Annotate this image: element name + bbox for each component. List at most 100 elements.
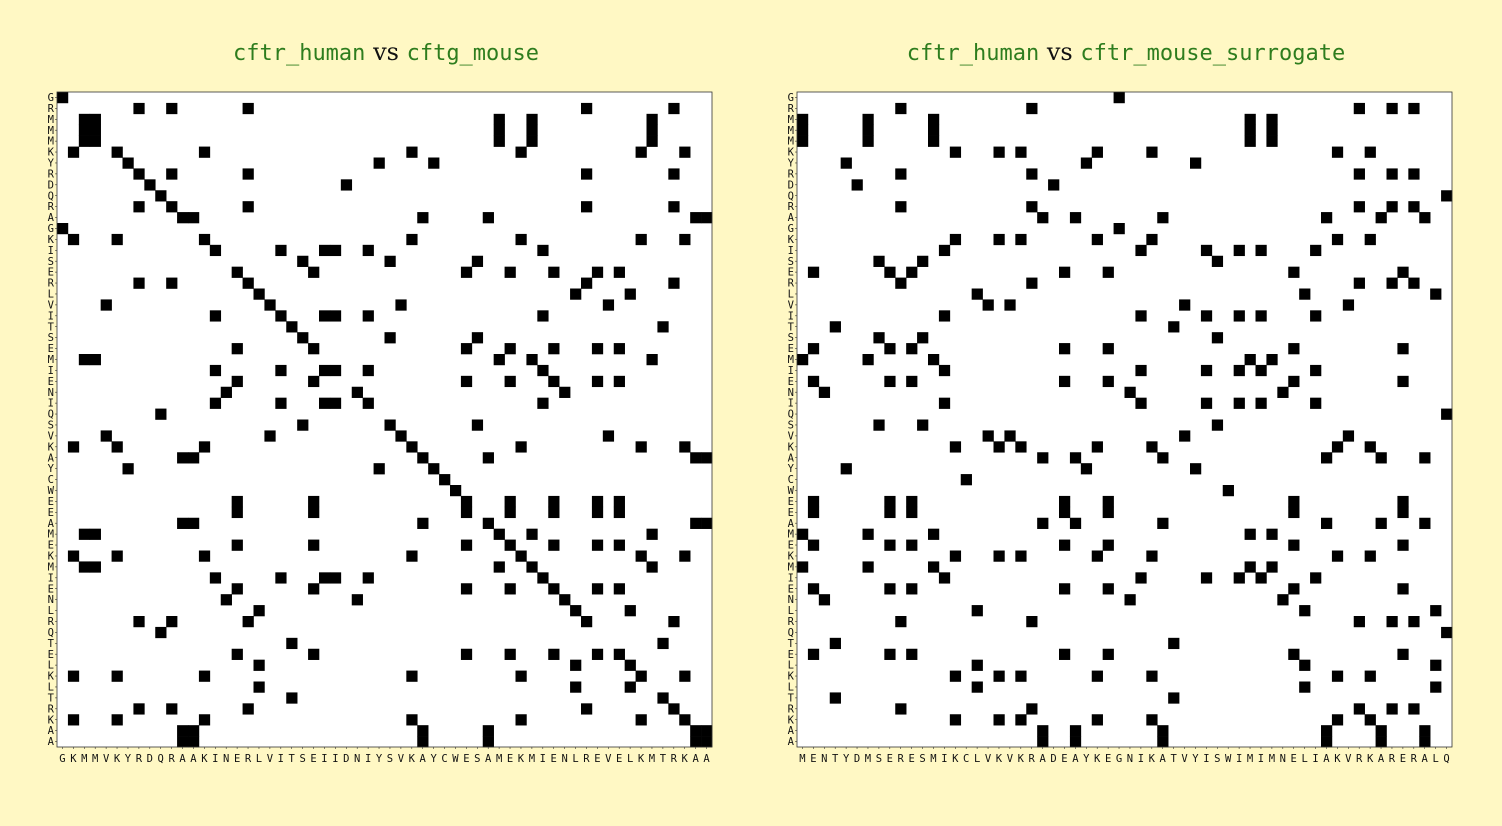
- y-tick-label: N: [48, 594, 54, 606]
- match-cell: [917, 255, 929, 267]
- match-cell: [797, 354, 809, 366]
- title-seq-b: cftg_mouse: [406, 41, 540, 66]
- match-cell: [1211, 419, 1224, 431]
- match-cell: [111, 146, 123, 158]
- match-cell: [286, 321, 298, 333]
- match-cell: [362, 364, 374, 377]
- match-cell: [275, 244, 287, 257]
- match-cell: [1244, 135, 1256, 147]
- match-cell: [862, 354, 874, 366]
- match-cell: [646, 135, 658, 147]
- match-cell: [1331, 233, 1344, 246]
- plot-frame: [796, 91, 1453, 748]
- match-cell: [57, 92, 69, 104]
- match-cell: [1397, 343, 1409, 355]
- match-cell: [993, 441, 1005, 453]
- match-cell: [1353, 277, 1365, 289]
- match-cell: [198, 146, 211, 158]
- chart-title-right: cftr_human vs cftr_mouse_surrogate: [800, 38, 1452, 68]
- match-cell: [526, 561, 538, 573]
- title-seq-b: cftr_mouse_surrogate: [1080, 41, 1346, 66]
- x-tick-label: E: [1291, 753, 1297, 765]
- match-cell: [646, 561, 658, 573]
- x-tick-label: R: [1029, 753, 1036, 765]
- match-cell: [1430, 659, 1442, 671]
- y-tick-label: N: [788, 594, 794, 606]
- y-tick-label: K: [788, 234, 795, 246]
- match-cell: [591, 495, 604, 508]
- match-cell: [362, 310, 374, 322]
- match-cell: [1091, 441, 1103, 453]
- match-cell: [1069, 736, 1082, 748]
- match-cell: [1342, 299, 1355, 311]
- y-tick-label: E: [788, 540, 794, 552]
- match-cell: [67, 233, 80, 246]
- match-cell: [198, 550, 211, 562]
- x-tick-label: L: [1301, 753, 1307, 765]
- match-cell: [840, 157, 852, 169]
- match-cell: [591, 539, 604, 551]
- match-cell: [1157, 452, 1169, 464]
- y-tick-label: K: [788, 714, 795, 726]
- y-tick-label: M: [788, 529, 794, 541]
- match-cell: [242, 102, 254, 115]
- match-cell: [1255, 244, 1267, 257]
- y-tick-label: T: [788, 692, 795, 704]
- match-cell: [581, 201, 593, 213]
- y-tick-label: Q: [788, 190, 794, 202]
- match-cell: [515, 670, 527, 682]
- match-cell: [884, 266, 896, 278]
- match-cell: [209, 310, 222, 322]
- x-tick-label: R: [583, 753, 590, 765]
- match-cell: [1069, 452, 1082, 464]
- match-cell: [1244, 561, 1256, 573]
- match-cell: [797, 528, 809, 540]
- match-cell: [895, 277, 907, 289]
- match-cell: [906, 539, 918, 551]
- match-cell: [1091, 146, 1103, 158]
- match-cell: [1321, 736, 1333, 748]
- x-tick-label: V: [398, 753, 405, 765]
- match-cell: [1146, 233, 1158, 246]
- y-tick-label: R: [48, 103, 55, 115]
- match-cell: [1244, 124, 1256, 136]
- match-cell: [1331, 441, 1344, 453]
- match-cell: [1233, 397, 1245, 409]
- match-cell: [1015, 233, 1027, 246]
- y-tick-label: D: [788, 179, 794, 191]
- match-cell: [1266, 113, 1278, 126]
- y-tick-label: V: [48, 430, 55, 442]
- match-cell: [829, 692, 841, 704]
- match-cell: [1408, 201, 1420, 213]
- y-tick-label: M: [48, 561, 54, 573]
- match-cell: [67, 441, 80, 453]
- match-cell: [78, 135, 91, 147]
- match-cell: [482, 452, 494, 464]
- match-cell: [818, 386, 831, 398]
- match-cell: [993, 714, 1005, 726]
- match-cell: [1157, 517, 1169, 529]
- match-cell: [1233, 364, 1245, 377]
- match-cell: [1397, 648, 1409, 660]
- match-cell: [581, 102, 593, 115]
- x-tick-label: L: [1432, 753, 1438, 765]
- match-cell: [862, 528, 874, 540]
- match-cell: [1102, 583, 1114, 595]
- match-cell: [460, 266, 473, 278]
- match-cell: [275, 310, 287, 322]
- match-cell: [450, 485, 462, 497]
- x-tick-label: Q: [1443, 753, 1449, 765]
- match-cell: [895, 201, 907, 213]
- match-cell: [1375, 212, 1387, 224]
- match-cell: [1408, 168, 1420, 180]
- match-cell: [906, 266, 918, 278]
- match-cell: [1179, 299, 1191, 311]
- y-tick-label: Q: [48, 190, 54, 202]
- match-cell: [362, 397, 374, 409]
- match-cell: [1288, 539, 1300, 551]
- y-tick-label: R: [48, 168, 55, 180]
- match-cell: [253, 605, 265, 617]
- match-cell: [1321, 517, 1333, 529]
- match-cell: [1102, 648, 1114, 660]
- match-cell: [928, 561, 940, 573]
